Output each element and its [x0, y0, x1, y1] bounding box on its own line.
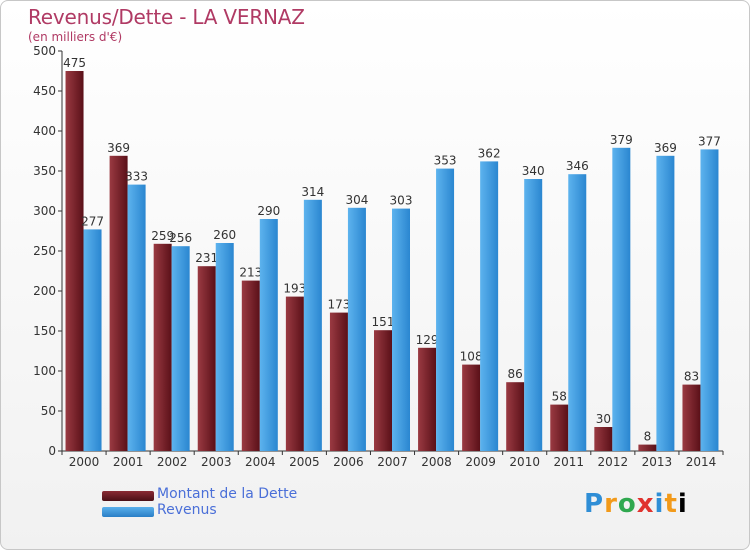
bar-dette [329, 312, 348, 451]
data-label-revenus: 353 [434, 154, 457, 168]
bar-dette [506, 382, 525, 451]
data-label-dette: 83 [684, 370, 699, 384]
data-label-revenus: 369 [654, 141, 677, 155]
x-tick-label: 2007 [377, 455, 408, 469]
data-label-revenus: 256 [169, 231, 192, 245]
data-label-dette: 58 [552, 390, 567, 404]
bar-revenus [83, 229, 102, 451]
x-tick-label: 2003 [201, 455, 232, 469]
chart-subtitle: (en milliers d'€) [28, 30, 123, 44]
bar-revenus [700, 149, 719, 451]
data-label-dette: 86 [508, 367, 523, 381]
y-tick-label: 150 [33, 324, 56, 338]
data-label-revenus: 303 [390, 194, 413, 208]
data-label-revenus: 379 [610, 133, 633, 147]
y-tick-label: 350 [33, 164, 56, 178]
y-tick-label: 250 [33, 244, 56, 258]
data-label-revenus: 333 [125, 170, 148, 184]
x-tick-label: 2002 [157, 455, 188, 469]
data-label-revenus: 260 [213, 228, 236, 242]
bar-dette [550, 404, 569, 451]
y-tick-label: 500 [33, 44, 56, 58]
chart-title: Revenus/Dette - LA VERNAZ [28, 5, 305, 29]
x-tick-label: 2011 [553, 455, 584, 469]
legend-swatch-revenus [102, 507, 154, 517]
data-label-dette: 259 [151, 229, 174, 243]
data-label-revenus: 340 [522, 164, 545, 178]
bar-revenus [480, 161, 499, 451]
bar-revenus [612, 147, 631, 452]
legend-swatch-dette [102, 491, 154, 501]
bar-dette [285, 296, 304, 451]
bar-revenus [171, 246, 190, 451]
x-tick-label: 2004 [245, 455, 276, 469]
bar-dette [682, 384, 701, 451]
x-tick-label: 2014 [686, 455, 717, 469]
bar-revenus [436, 168, 455, 451]
y-tick-label: 400 [33, 124, 56, 138]
x-tick-label: 2009 [465, 455, 496, 469]
y-tick-label: 200 [33, 284, 56, 298]
bar-revenus [392, 208, 410, 451]
bar-dette [418, 347, 437, 451]
y-tick-label: 100 [33, 364, 56, 378]
x-tick-label: 2001 [113, 455, 144, 469]
y-tick-label: 0 [48, 444, 56, 458]
data-label-revenus: 377 [698, 134, 721, 148]
bar-revenus [656, 155, 675, 452]
y-tick-label: 50 [41, 404, 56, 418]
bar-dette [241, 280, 260, 451]
bar-dette [374, 330, 392, 451]
bar-revenus [259, 219, 278, 451]
data-label-revenus: 346 [566, 159, 589, 173]
data-label-dette: 231 [195, 251, 218, 265]
bar-revenus [303, 199, 322, 451]
data-label-dette: 475 [63, 56, 86, 70]
data-label-dette: 108 [460, 350, 483, 364]
data-label-revenus: 362 [478, 146, 501, 160]
bar-revenus [347, 207, 366, 451]
x-tick-label: 2000 [69, 455, 100, 469]
x-tick-label: 2013 [642, 455, 673, 469]
bar-dette [109, 155, 128, 452]
data-label-dette: 193 [283, 282, 306, 296]
data-label-revenus: 290 [257, 204, 280, 218]
x-tick-label: 2008 [421, 455, 452, 469]
proxiti-logo: Proxiti [584, 489, 688, 519]
bar-dette [462, 364, 481, 451]
data-label-dette: 8 [644, 430, 652, 444]
bar-revenus [568, 174, 587, 451]
x-tick-label: 2010 [509, 455, 540, 469]
bar-revenus [127, 184, 146, 451]
bar-dette [638, 444, 657, 451]
bar-revenus [215, 243, 234, 451]
data-label-dette: 129 [416, 333, 439, 347]
legend-label-dette: Montant de la Dette [157, 486, 298, 502]
data-label-revenus: 277 [81, 214, 104, 228]
data-label-dette: 151 [372, 315, 395, 329]
data-label-revenus: 314 [301, 185, 324, 199]
x-tick-label: 2006 [333, 455, 364, 469]
data-label-dette: 173 [327, 298, 350, 312]
bar-dette [65, 71, 84, 451]
bar-dette [153, 243, 172, 451]
x-tick-label: 2005 [289, 455, 320, 469]
data-label-dette: 30 [596, 412, 611, 426]
data-label-dette: 213 [239, 266, 262, 280]
y-tick-label: 300 [33, 204, 56, 218]
bar-dette [197, 266, 216, 451]
bar-dette [594, 427, 613, 451]
legend-label-revenus: Revenus [157, 502, 217, 518]
x-tick-label: 2012 [598, 455, 629, 469]
bar-revenus [524, 179, 543, 451]
data-label-revenus: 304 [345, 193, 368, 207]
data-label-dette: 369 [107, 141, 130, 155]
y-tick-label: 450 [33, 84, 56, 98]
